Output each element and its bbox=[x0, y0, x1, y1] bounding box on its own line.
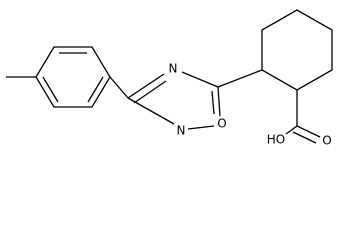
c5-o1-bond bbox=[217, 86, 221, 117]
double-bond bbox=[211, 90, 215, 115]
c3-n4-bond bbox=[127, 73, 165, 99]
molecule: N N O O HO bbox=[6, 9, 333, 148]
atom-label: O bbox=[322, 134, 331, 148]
ring-link-bond bbox=[217, 69, 263, 88]
aryl-bond bbox=[109, 76, 129, 99]
atom-label: N bbox=[169, 62, 178, 76]
carbonyl-bond bbox=[296, 125, 321, 138]
n2-c3-bond bbox=[127, 97, 175, 125]
n4-c5-bond bbox=[181, 71, 219, 88]
atom-label: O bbox=[217, 117, 226, 131]
double-bond bbox=[87, 76, 104, 103]
double-bond bbox=[42, 76, 59, 103]
o1-n2-bond bbox=[187, 125, 215, 130]
atom-label: N bbox=[177, 124, 186, 138]
bonds bbox=[6, 9, 333, 144]
page: N N O O HO (() => { const data = JSON.pa… bbox=[6, 9, 333, 148]
benzene-ring bbox=[35, 46, 111, 108]
carbonyl-bond bbox=[292, 131, 317, 144]
double-bond bbox=[133, 80, 167, 104]
atom-label: HO bbox=[267, 133, 285, 147]
hydroxyl-bond bbox=[285, 125, 298, 135]
cyclohexane-ring bbox=[261, 9, 333, 91]
